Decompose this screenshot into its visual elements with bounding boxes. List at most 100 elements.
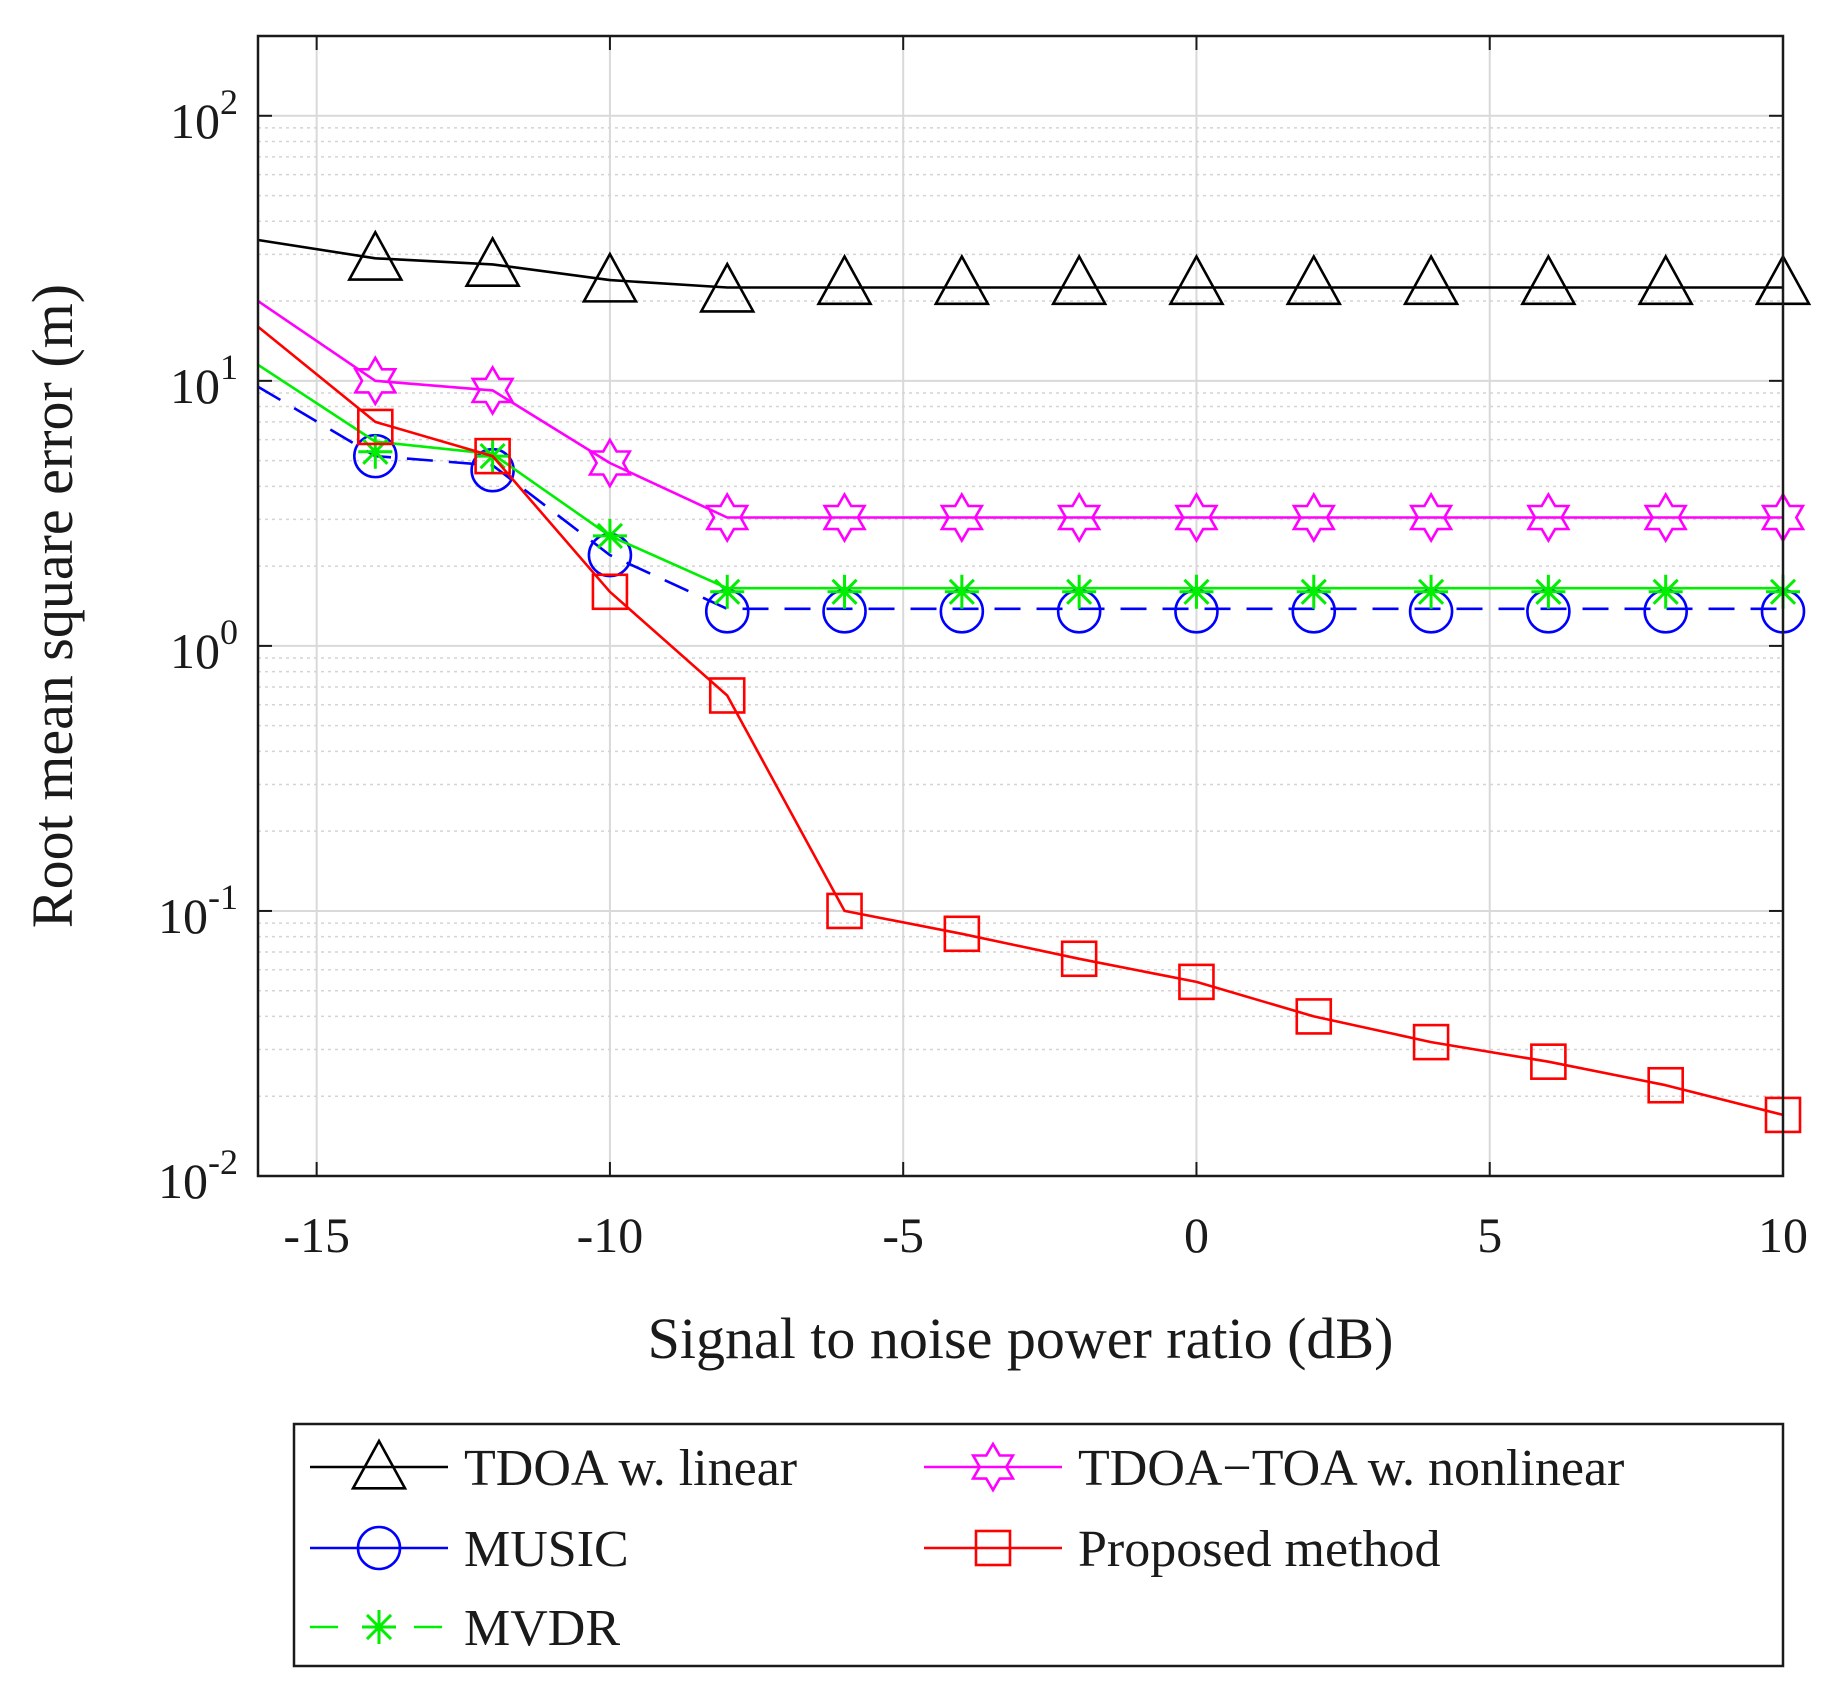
y-tick-label-exponent: -2	[208, 1142, 238, 1182]
data-point-marker	[943, 915, 981, 953]
legend-marker-sample	[974, 1529, 1012, 1567]
data-point-marker	[581, 251, 639, 303]
data-point-marker	[1530, 1043, 1567, 1080]
y-axis-title: Root mean square error (m)	[20, 284, 85, 928]
y-tick-label: 100	[170, 612, 238, 679]
y-tick-label-base: 10	[158, 888, 208, 944]
legend-label: MUSIC	[464, 1521, 629, 1578]
legend-entry: TDOA−TOA w. nonlinear	[924, 1440, 1624, 1497]
legend-entry: TDOA w. linear	[310, 1438, 797, 1497]
data-point-marker	[1285, 253, 1342, 306]
data-point-marker	[587, 437, 633, 489]
data-point-marker	[1060, 940, 1098, 978]
legend-box	[292, 1422, 1785, 1668]
legend-marker-sample	[356, 1525, 402, 1571]
legend-label: Proposed method	[1078, 1521, 1441, 1578]
legend-label: MVDR	[464, 1600, 620, 1657]
data-point-marker	[827, 574, 862, 609]
y-tick-label-exponent: 2	[220, 82, 238, 122]
series-line	[257, 363, 1783, 590]
y-tick-label: 10-1	[158, 877, 238, 944]
data-point-marker	[1531, 574, 1566, 609]
data-point-marker	[1296, 574, 1331, 609]
data-point-marker	[1291, 491, 1336, 544]
data-point-marker	[470, 364, 515, 416]
data-point-marker	[1648, 574, 1683, 609]
data-point-marker	[592, 518, 627, 553]
data-point-marker	[939, 491, 985, 544]
data-point-marker	[1178, 963, 1215, 1001]
data-point-marker	[1402, 253, 1460, 306]
series-line	[257, 325, 1784, 1117]
legend-label: TDOA−TOA w. nonlinear	[1078, 1440, 1624, 1497]
y-tick-label-base: 10	[170, 358, 220, 414]
data-point-marker	[816, 253, 873, 306]
legend-entry: MVDR	[310, 1600, 620, 1657]
data-point-marker	[1179, 574, 1214, 609]
data-point-marker	[1295, 998, 1333, 1035]
series-line	[257, 385, 1783, 611]
data-point-marker	[944, 574, 979, 609]
legend-entry: MUSIC	[310, 1521, 629, 1578]
data-point-marker	[1056, 491, 1102, 544]
data-point-marker	[1174, 491, 1219, 544]
x-axis-title: Signal to noise power ratio (dB)	[648, 1306, 1394, 1371]
data-point-marker	[1414, 574, 1449, 609]
series-tdoa-toa-w-nonlinear	[257, 300, 1806, 544]
data-point-marker	[353, 355, 398, 407]
data-point-marker	[347, 229, 404, 281]
legend: TDOA w. linear TDOA−TOA w. nonlinear MUSIC…	[292, 1422, 1785, 1668]
y-tick-label-exponent: -1	[208, 877, 238, 917]
axes-frame	[256, 34, 1785, 1178]
data-point-marker	[1168, 253, 1225, 306]
plot-series	[257, 229, 1812, 1134]
data-point-marker	[357, 408, 394, 446]
data-point-marker	[822, 491, 867, 544]
x-tick-label: -15	[283, 1207, 350, 1263]
data-point-marker	[705, 491, 750, 544]
data-point-marker	[933, 253, 991, 306]
data-point-marker	[1408, 491, 1454, 544]
data-point-marker	[699, 261, 756, 313]
y-tick-label: 10-2	[158, 1142, 238, 1209]
series-proposed-method	[257, 325, 1802, 1134]
y-tick-label: 101	[170, 347, 238, 414]
data-point-marker	[464, 235, 521, 288]
legend-marker-sample	[362, 1610, 396, 1644]
y-tick-label-exponent: 0	[220, 612, 238, 652]
legend-entry: Proposed method	[924, 1521, 1441, 1578]
x-tick-label: 5	[1477, 1207, 1502, 1263]
data-point-marker	[474, 437, 511, 475]
x-tick-label: 10	[1758, 1207, 1808, 1263]
data-point-marker	[708, 677, 746, 714]
y-tick-label-exponent: 1	[220, 347, 238, 387]
legend-label: TDOA w. linear	[464, 1440, 797, 1497]
data-point-marker	[358, 434, 393, 469]
legend-marker-sample	[970, 1441, 1016, 1493]
y-tick-label-base: 10	[170, 93, 220, 149]
grid	[258, 35, 1784, 1177]
data-point-marker	[1412, 1023, 1450, 1061]
legend-marker-sample	[350, 1438, 408, 1490]
series-tdoa-w-linear	[257, 229, 1812, 313]
data-point-marker	[1637, 253, 1694, 306]
x-tick-label: 0	[1184, 1207, 1209, 1263]
data-point-marker	[710, 574, 745, 609]
x-tick-label: -10	[577, 1207, 644, 1263]
data-point-marker	[1050, 253, 1108, 306]
data-point-marker	[1062, 574, 1097, 609]
data-point-marker	[1526, 491, 1571, 544]
data-point-marker	[1647, 1066, 1684, 1104]
series-line	[257, 238, 1783, 289]
x-tick-label: -5	[882, 1207, 924, 1263]
y-tick-label-base: 10	[158, 1153, 208, 1209]
data-point-marker	[591, 573, 629, 611]
series-mvdr	[257, 363, 1800, 609]
data-point-marker	[1643, 491, 1688, 544]
y-tick-label: 102	[170, 82, 238, 149]
data-point-marker	[1520, 253, 1577, 306]
y-tick-label-base: 10	[170, 623, 220, 679]
